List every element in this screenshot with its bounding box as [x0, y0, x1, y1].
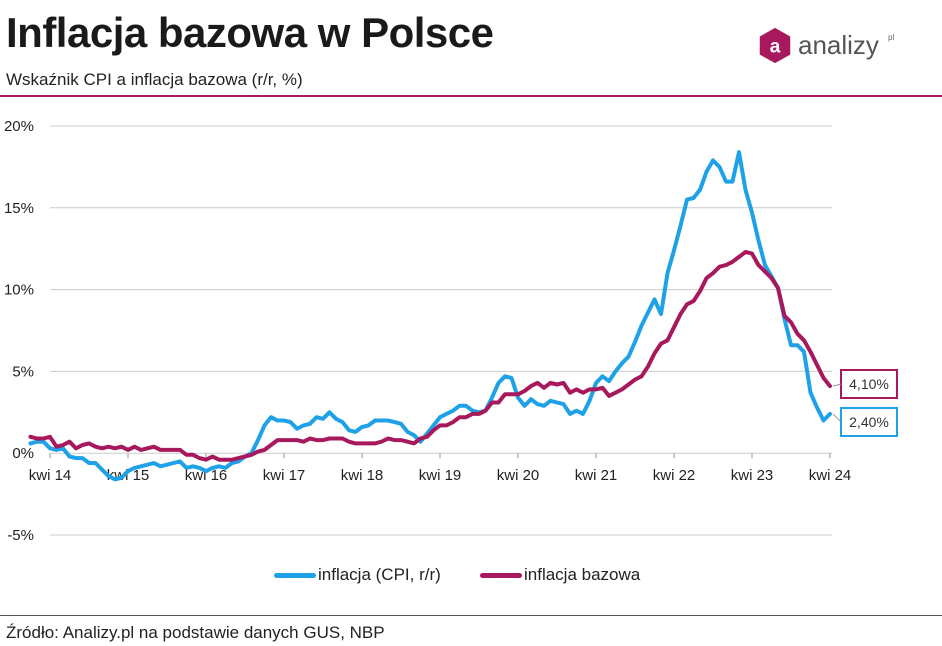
- y-tick-label: -5%: [7, 527, 34, 544]
- chart-legend: inflacja (CPI, r/r) inflacja bazowa: [0, 565, 942, 585]
- connector-cpi: [832, 413, 842, 423]
- page-title: Inflacja bazowa w Polsce: [6, 9, 494, 56]
- x-tick-label: kwi 14: [29, 467, 72, 484]
- logo-text: analizy: [798, 30, 879, 60]
- line-chart: -5%0%5%10%15%20%kwi 14 kwi 15 kwi 16 kwi 17…: [4, 118, 898, 544]
- x-tick-label: kwi 18: [341, 467, 384, 484]
- header-rule: [0, 95, 942, 97]
- legend-item-cpi: inflacja (CPI, r/r): [274, 565, 441, 585]
- legend-label-cpi: inflacja (CPI, r/r): [318, 565, 441, 584]
- x-tick-label: kwi 21: [575, 467, 618, 484]
- logo-suffix: pl: [888, 33, 895, 42]
- connector-core: [832, 383, 842, 387]
- y-tick-label: 10%: [4, 282, 34, 299]
- logo-mark: a: [770, 37, 781, 58]
- series-line-cpi: [28, 150, 832, 482]
- legend-label-core: inflacja bazowa: [524, 565, 641, 584]
- series-line-core: [28, 250, 832, 462]
- x-tick-label: kwi 17: [263, 467, 306, 484]
- end-label-cpi-text: 2,40%: [849, 414, 889, 430]
- x-tick-label: kwi 22: [653, 467, 696, 484]
- x-tick-label: kwi 19: [419, 467, 462, 484]
- end-label-core: 4,10%: [840, 369, 898, 399]
- end-label-cpi-box: [840, 407, 898, 437]
- footer-rule: [0, 615, 942, 616]
- x-tick-label: kwi 20: [497, 467, 540, 484]
- x-tick-label: kwi 24: [809, 467, 852, 484]
- x-tick-label: kwi 23: [731, 467, 774, 484]
- y-tick-label: 15%: [4, 200, 34, 217]
- analizy-logo-icon: a: [759, 27, 791, 64]
- y-tick-label: 20%: [4, 118, 34, 135]
- page-subtitle: Wskaźnik CPI a inflacja bazowa (r/r, %): [6, 70, 303, 89]
- legend-swatch-core: [480, 572, 522, 578]
- y-tick-label: 5%: [12, 363, 34, 380]
- legend-item-core: inflacja bazowa: [480, 565, 640, 585]
- end-label-cpi: 2,40%: [840, 407, 898, 437]
- end-label-core-text: 4,10%: [849, 376, 889, 392]
- x-tick-label: kwi 16: [185, 467, 228, 484]
- legend-swatch-cpi: [274, 572, 316, 578]
- y-tick-label: 0%: [12, 445, 34, 462]
- source-note: Źródło: Analizy.pl na podstawie danych G…: [6, 623, 385, 642]
